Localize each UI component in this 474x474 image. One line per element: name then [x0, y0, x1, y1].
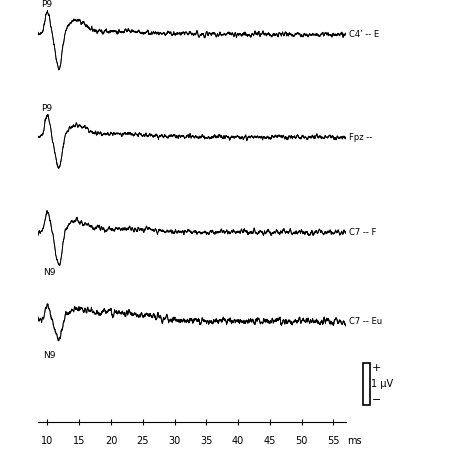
Text: 45: 45	[264, 436, 276, 446]
Text: +: +	[372, 363, 381, 373]
Text: 30: 30	[168, 436, 181, 446]
Text: P9: P9	[41, 0, 52, 9]
Text: −: −	[372, 395, 381, 405]
Text: 35: 35	[200, 436, 212, 446]
Text: 1 μV: 1 μV	[372, 379, 393, 389]
Bar	[363, 363, 370, 405]
Text: N9: N9	[43, 351, 56, 360]
Text: C4’ -- E: C4’ -- E	[349, 30, 379, 39]
Text: 40: 40	[232, 436, 244, 446]
Text: N9: N9	[43, 268, 56, 277]
Text: 20: 20	[105, 436, 117, 446]
Text: 25: 25	[137, 436, 149, 446]
Text: C7 -- Eu: C7 -- Eu	[349, 317, 383, 326]
Text: 15: 15	[73, 436, 85, 446]
Text: ms: ms	[347, 436, 362, 446]
Text: C7 -- F: C7 -- F	[349, 228, 376, 237]
Text: 50: 50	[295, 436, 308, 446]
Text: 55: 55	[327, 436, 339, 446]
Text: 10: 10	[41, 436, 54, 446]
Text: P9: P9	[41, 104, 52, 113]
Text: Fpz --: Fpz --	[349, 133, 373, 142]
